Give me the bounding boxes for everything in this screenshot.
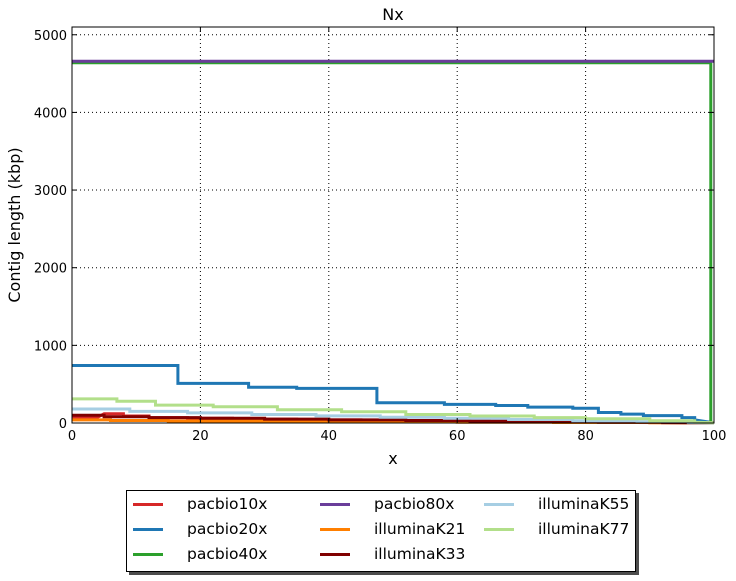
legend-item-illuminaK55: illuminaK55 bbox=[484, 494, 629, 514]
x-tick-label: 0 bbox=[68, 429, 76, 444]
legend-item-pacbio10x: pacbio10x bbox=[133, 494, 267, 514]
y-tick-label: 3000 bbox=[34, 184, 67, 199]
y-axis-label: Contig length (kbp) bbox=[5, 147, 24, 302]
legend-item-illuminaK33: illuminaK33 bbox=[320, 544, 465, 564]
y-tick-label: 5000 bbox=[34, 29, 67, 44]
legend-label: illuminaK77 bbox=[538, 520, 630, 538]
legend-label: pacbio40x bbox=[187, 545, 268, 563]
plot-frame bbox=[71, 26, 715, 424]
legend-swatch bbox=[484, 502, 514, 506]
legend-item-pacbio80x: pacbio80x bbox=[320, 494, 454, 514]
series-line-illuminaK77 bbox=[72, 397, 715, 425]
legend-label: illuminaK33 bbox=[374, 545, 466, 563]
y-tick-label: 2000 bbox=[34, 262, 67, 277]
x-tick-label: 100 bbox=[702, 429, 727, 444]
legend-label: pacbio80x bbox=[374, 495, 455, 513]
legend-swatch bbox=[484, 527, 514, 531]
legend-swatch bbox=[320, 552, 350, 556]
legend-label: pacbio20x bbox=[187, 520, 268, 538]
legend-swatch bbox=[320, 502, 350, 506]
chart-title: Nx bbox=[382, 5, 403, 24]
legend-item-illuminaK77: illuminaK77 bbox=[484, 519, 629, 539]
x-tick-label: 20 bbox=[192, 429, 209, 444]
series-line-pacbio20x bbox=[72, 364, 715, 425]
x-tick-label: 40 bbox=[321, 429, 338, 444]
legend-swatch bbox=[320, 527, 350, 531]
x-tick-label: 60 bbox=[449, 429, 466, 444]
legend-label: illuminaK21 bbox=[374, 520, 466, 538]
legend-item-pacbio20x: pacbio20x bbox=[133, 519, 267, 539]
y-tick-label: 0 bbox=[59, 417, 67, 432]
grid-lines bbox=[72, 27, 714, 423]
x-axis-label: x bbox=[388, 449, 397, 468]
y-tick-label: 4000 bbox=[34, 106, 67, 121]
y-tick-label: 1000 bbox=[34, 339, 67, 354]
x-tick-label: 80 bbox=[577, 429, 594, 444]
series-line-pacbio40x bbox=[72, 61, 714, 425]
chart-legend: pacbio10x pacbio20x pacbio40x pacbio80x illu… bbox=[126, 490, 636, 572]
legend-item-illuminaK21: illuminaK21 bbox=[320, 519, 465, 539]
legend-label: illuminaK55 bbox=[538, 495, 630, 513]
legend-item-pacbio40x: pacbio40x bbox=[133, 544, 267, 564]
series-lines bbox=[72, 59, 715, 425]
series-line-illuminaK55 bbox=[72, 407, 715, 425]
legend-swatch bbox=[133, 552, 163, 556]
legend-label: pacbio10x bbox=[187, 495, 268, 513]
legend-swatch bbox=[133, 527, 163, 531]
legend-swatch bbox=[133, 502, 163, 506]
